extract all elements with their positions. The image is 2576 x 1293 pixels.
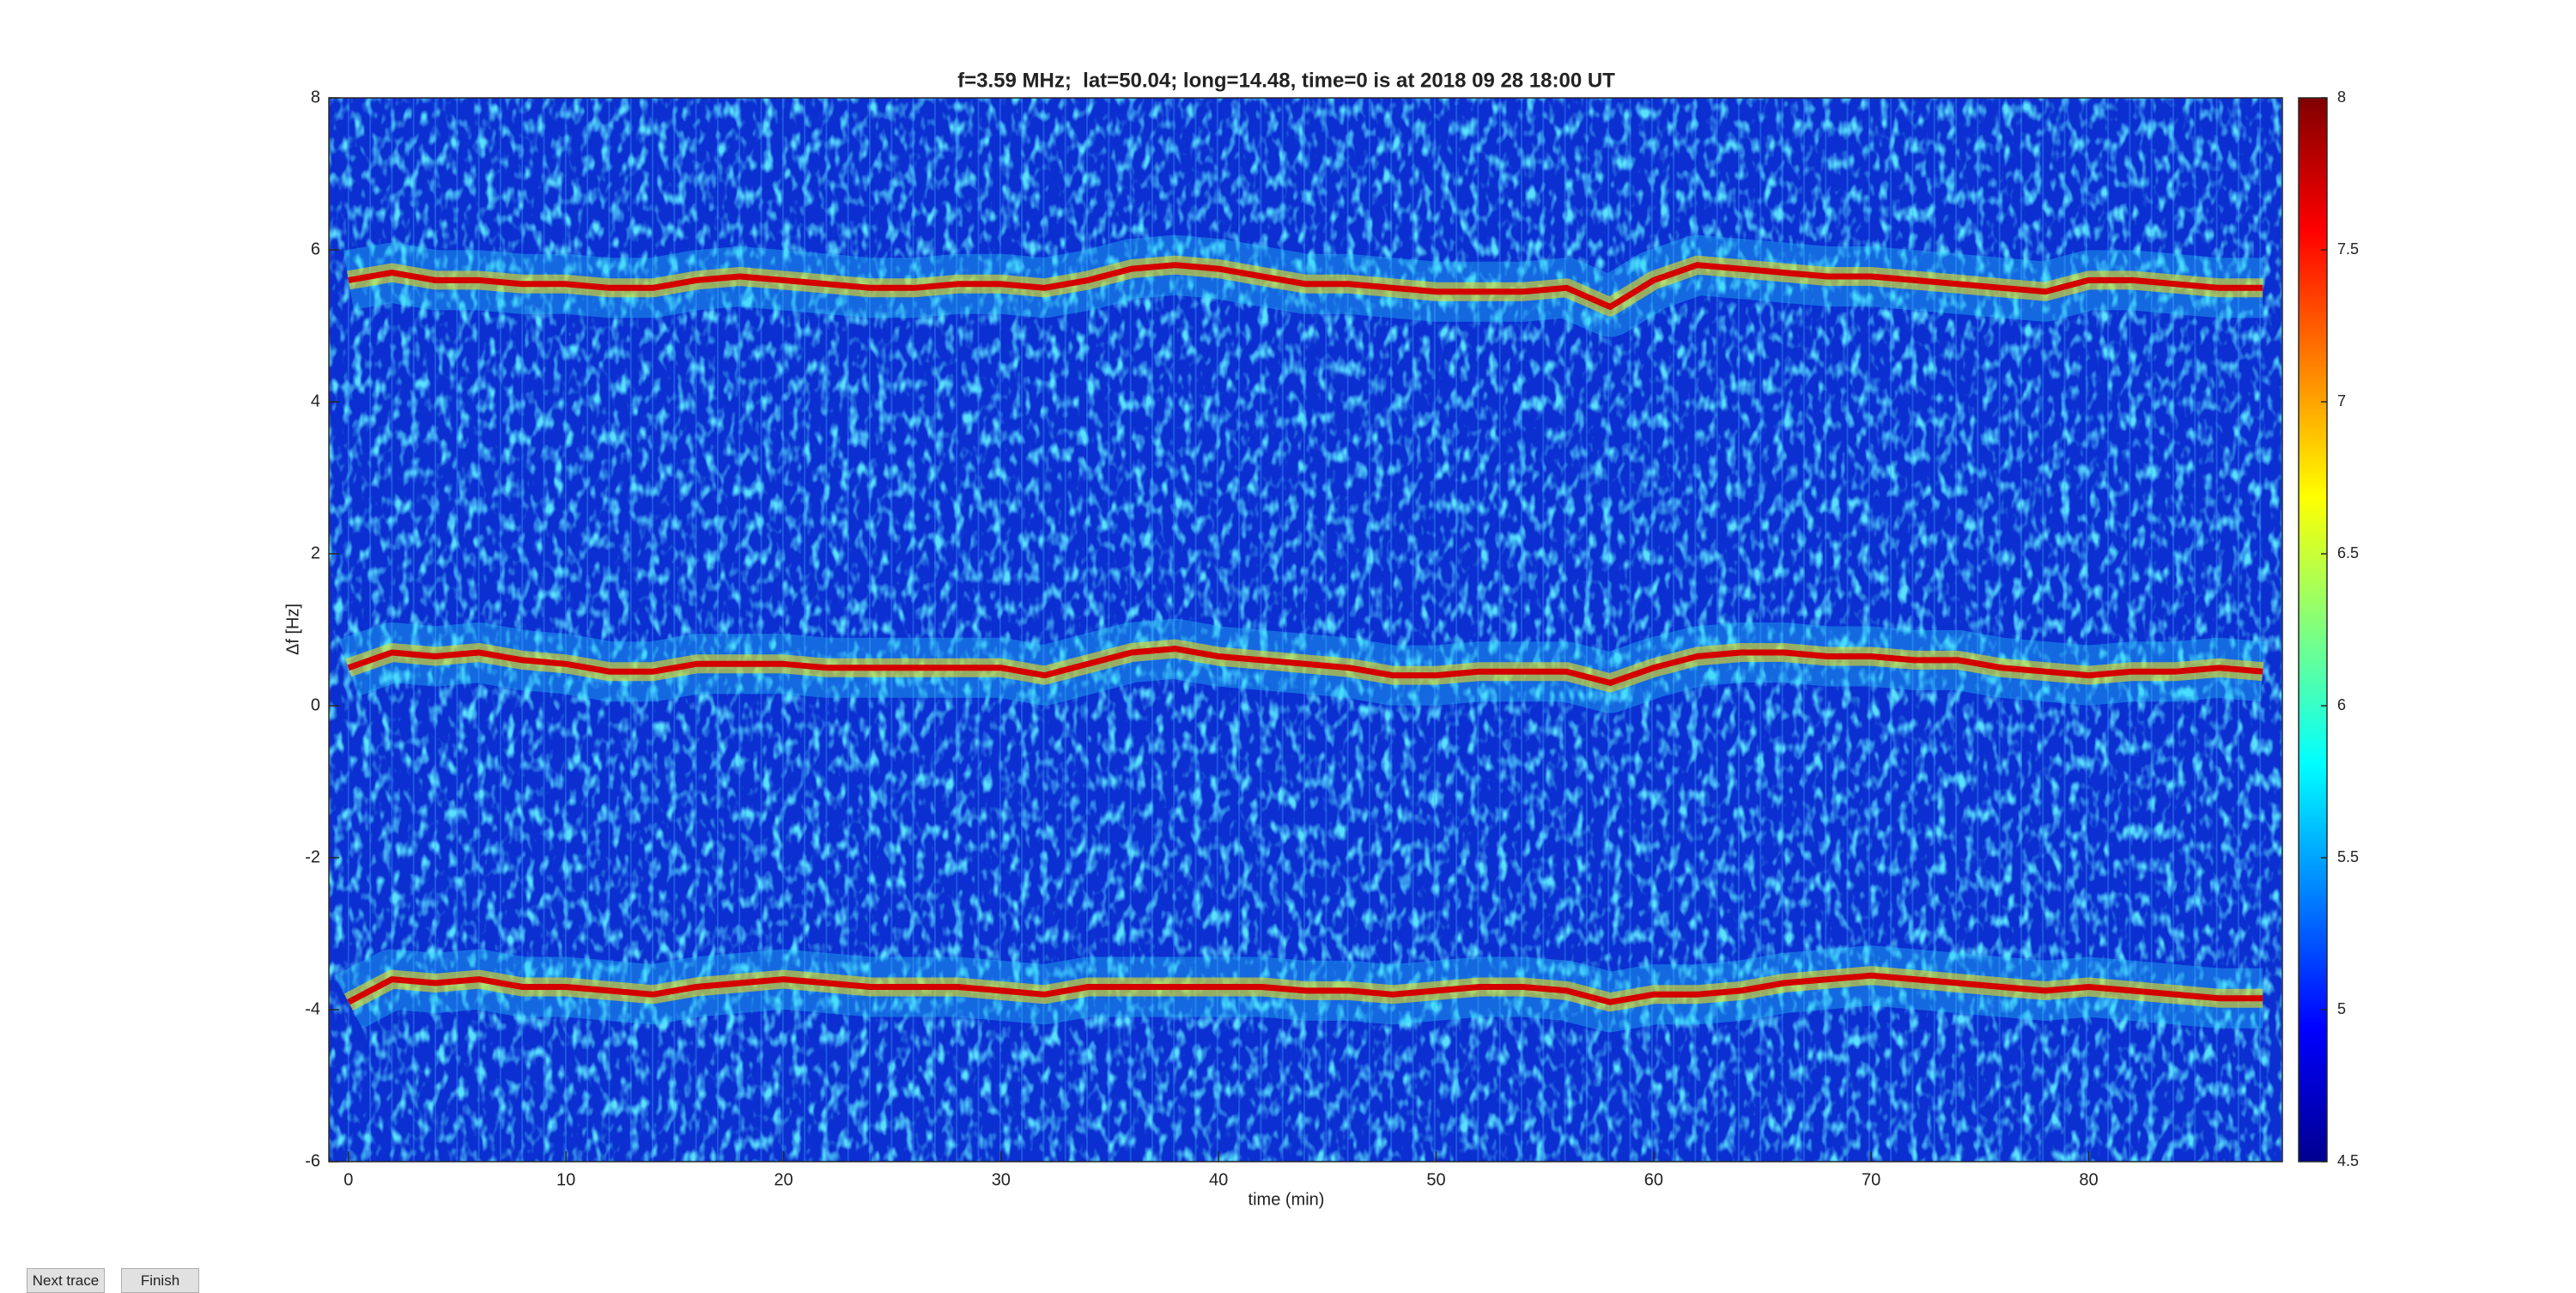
y-tick-label: -2 <box>305 847 320 866</box>
x-tick-label: 30 <box>992 1170 1011 1189</box>
y-tick-label: -4 <box>305 999 320 1018</box>
x-tick-label: 70 <box>1862 1170 1880 1189</box>
x-tick-label: 40 <box>1209 1170 1228 1189</box>
chart-title: f=3.59 MHz; lat=50.04; long=14.48, time=… <box>957 69 1615 92</box>
axes-box <box>328 97 2283 1162</box>
y-tick-label: 8 <box>311 88 320 106</box>
y-tick-label: -6 <box>305 1151 320 1170</box>
y-tick-label: 0 <box>311 695 320 714</box>
colorbar-tick-label: 7.5 <box>2337 240 2359 258</box>
y-axis-label: Δf [Hz] <box>283 604 302 655</box>
colorbar-tick-label: 6.5 <box>2337 544 2359 562</box>
trace-line <box>347 646 2263 686</box>
x-tick-label: 10 <box>556 1170 575 1189</box>
y-tick-label: 2 <box>311 543 320 562</box>
y-tick-label: 6 <box>311 240 320 258</box>
trace-line <box>347 972 2263 1005</box>
plot-area <box>329 98 2282 1162</box>
trace-line <box>348 262 2263 310</box>
figure: f=3.59 MHz; lat=50.04; long=14.48, time=… <box>283 69 2359 1209</box>
colorbar-tick-label: 7 <box>2337 392 2346 410</box>
x-tick-label: 60 <box>1644 1170 1663 1189</box>
x-tick-label: 80 <box>2079 1170 2098 1189</box>
colorbar-tick-label: 5 <box>2337 1000 2346 1017</box>
x-tick-label: 0 <box>343 1170 353 1189</box>
y-tick-label: 4 <box>311 392 320 410</box>
finish-button[interactable]: Finish <box>121 1268 199 1293</box>
x-tick-label: 50 <box>1426 1170 1445 1189</box>
colorbar <box>2298 97 2328 1162</box>
colorbar-tick-label: 6 <box>2337 696 2346 713</box>
colorbar-tick-label: 4.5 <box>2337 1152 2359 1169</box>
next-trace-button[interactable]: Next trace <box>27 1268 105 1293</box>
colorbar-tick-label: 5.5 <box>2337 848 2359 865</box>
colorbar-tick-label: 8 <box>2337 88 2346 106</box>
x-axis-label: time (min) <box>1249 1190 1325 1209</box>
x-tick-label: 20 <box>774 1170 793 1189</box>
